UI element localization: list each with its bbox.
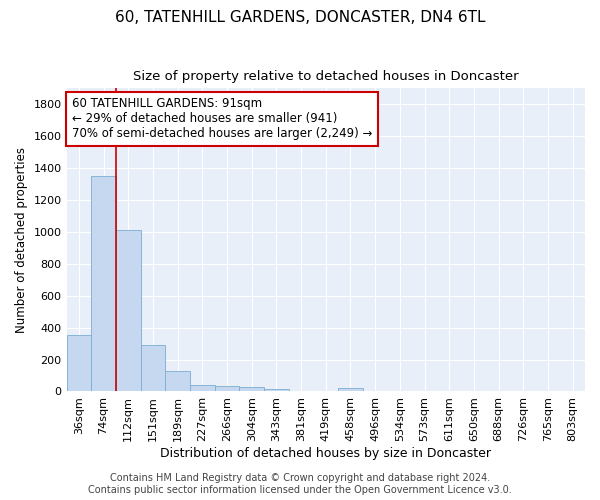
Text: Contains HM Land Registry data © Crown copyright and database right 2024.
Contai: Contains HM Land Registry data © Crown c… (88, 474, 512, 495)
X-axis label: Distribution of detached houses by size in Doncaster: Distribution of detached houses by size … (160, 447, 491, 460)
Bar (116, 230, 140, 392)
Bar (165, 370, 190, 392)
Bar (338, 388, 363, 392)
Bar (215, 386, 239, 392)
Bar (190, 384, 215, 392)
Bar (239, 387, 264, 392)
Bar (91, 176, 116, 392)
Title: Size of property relative to detached houses in Doncaster: Size of property relative to detached ho… (133, 70, 518, 83)
Bar (140, 345, 165, 392)
Text: 60 TATENHILL GARDENS: 91sqm
← 29% of detached houses are smaller (941)
70% of se: 60 TATENHILL GARDENS: 91sqm ← 29% of det… (72, 98, 372, 140)
Text: 60, TATENHILL GARDENS, DONCASTER, DN4 6TL: 60, TATENHILL GARDENS, DONCASTER, DN4 6T… (115, 10, 485, 25)
Bar (67, 335, 91, 392)
Y-axis label: Number of detached properties: Number of detached properties (15, 147, 28, 333)
Bar (264, 388, 289, 392)
